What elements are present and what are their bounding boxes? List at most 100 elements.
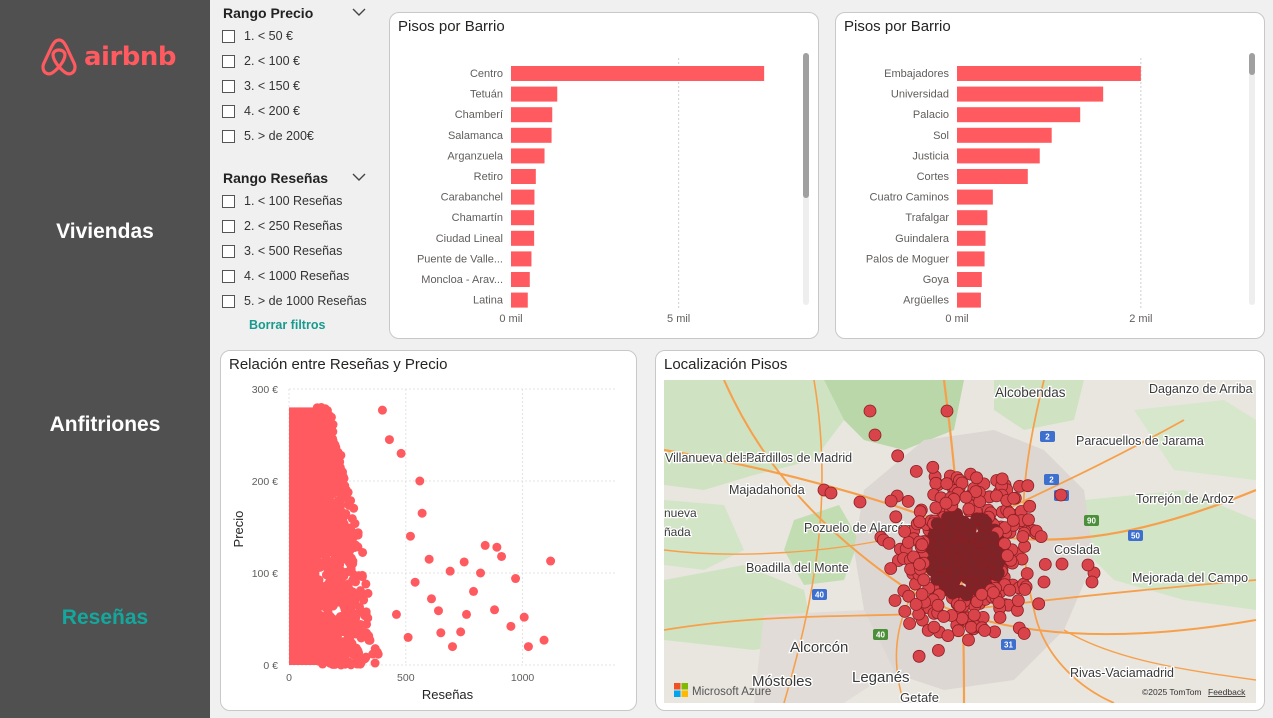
map-point[interactable] <box>941 629 955 643</box>
map-point[interactable] <box>824 486 838 500</box>
map-point[interactable] <box>1081 558 1095 572</box>
scatter-point[interactable] <box>405 531 415 541</box>
map-point[interactable] <box>951 624 965 638</box>
map-point[interactable] <box>929 476 943 490</box>
scatter-point[interactable] <box>314 498 324 508</box>
bar[interactable] <box>511 292 528 308</box>
map-point[interactable] <box>1020 567 1034 581</box>
scatter-point[interactable] <box>318 481 328 491</box>
scatter-point[interactable] <box>469 586 479 596</box>
map-point[interactable] <box>934 531 947 545</box>
scatter-point[interactable] <box>497 551 507 561</box>
map-point[interactable] <box>1007 492 1021 505</box>
bar[interactable] <box>957 272 982 287</box>
chevron-down-icon[interactable] <box>352 7 366 17</box>
scatter-point[interactable] <box>377 405 387 415</box>
scatter-point[interactable] <box>363 588 373 598</box>
map-point[interactable] <box>962 633 975 647</box>
map-point[interactable] <box>964 620 978 634</box>
map-point[interactable] <box>940 477 954 491</box>
scatter-point[interactable] <box>318 471 328 481</box>
bar[interactable] <box>511 210 535 226</box>
scatter-point[interactable] <box>350 609 360 619</box>
scatter-point[interactable] <box>334 585 344 595</box>
scatter-point[interactable] <box>519 612 529 622</box>
scrollbar[interactable] <box>1249 53 1255 305</box>
bar-chart-subbarrio[interactable]: 0 mil 2 mil Embajadores Universidad Palacio S… <box>836 13 1266 340</box>
map-point[interactable] <box>1017 627 1031 640</box>
map-point[interactable] <box>1006 513 1020 527</box>
map-point[interactable] <box>995 472 1009 486</box>
checkbox[interactable] <box>222 269 235 283</box>
map-point[interactable] <box>969 485 983 498</box>
scatter-point[interactable] <box>322 409 332 419</box>
map-point[interactable] <box>889 510 903 524</box>
bar[interactable] <box>957 230 986 246</box>
filter-option-resenas-5[interactable]: 5. > de 1000 Reseñas <box>222 293 367 309</box>
scatter-point[interactable] <box>343 657 353 667</box>
map-point[interactable] <box>1085 575 1099 589</box>
scatter-point[interactable] <box>325 496 335 506</box>
scatter-point[interactable] <box>341 648 351 658</box>
bar[interactable] <box>511 189 535 205</box>
bar[interactable] <box>957 210 988 226</box>
map-point[interactable] <box>915 538 929 552</box>
map-point[interactable] <box>909 465 923 478</box>
scatter-point[interactable] <box>523 642 533 652</box>
scatter-point[interactable] <box>358 547 368 557</box>
map-point[interactable] <box>884 562 898 575</box>
map-point[interactable] <box>1034 530 1048 544</box>
scatter-point[interactable] <box>338 526 348 536</box>
bar[interactable] <box>957 86 1104 102</box>
map-point[interactable] <box>967 608 981 622</box>
scatter-point[interactable] <box>456 627 466 637</box>
map-point[interactable] <box>955 612 969 625</box>
filter-option-precio-4[interactable]: 4. < 200 € <box>222 103 300 119</box>
map-point[interactable] <box>960 588 973 602</box>
scatter-point[interactable] <box>326 629 336 639</box>
nav-anfitriones[interactable]: Anfitriones <box>49 413 161 436</box>
scatter-point[interactable] <box>476 568 486 578</box>
map-point[interactable] <box>884 494 898 508</box>
map-point[interactable] <box>939 496 953 510</box>
scatter-point[interactable] <box>355 602 365 612</box>
scatter-point[interactable] <box>317 447 327 457</box>
scatter-point[interactable] <box>448 642 457 652</box>
map-point[interactable] <box>937 610 951 623</box>
map-point[interactable] <box>931 643 945 657</box>
filter-option-precio-5[interactable]: 5. > de 200€ <box>222 128 314 144</box>
scatter-point[interactable] <box>333 570 343 580</box>
map-point[interactable] <box>1011 594 1025 608</box>
bar[interactable] <box>511 66 765 81</box>
map-point[interactable] <box>901 535 915 549</box>
map-point[interactable] <box>1021 479 1035 493</box>
scatter-point[interactable] <box>344 579 354 589</box>
scatter-point[interactable] <box>313 620 323 630</box>
map-point[interactable] <box>868 428 882 442</box>
map-point[interactable] <box>991 566 1005 580</box>
bar[interactable] <box>511 127 552 143</box>
scatter-point[interactable] <box>426 594 436 604</box>
scatter-point[interactable] <box>312 603 322 613</box>
scatter-point[interactable] <box>324 435 334 445</box>
map-point[interactable] <box>959 490 973 504</box>
scatter-point[interactable] <box>361 652 371 662</box>
scatter-point[interactable] <box>462 609 472 619</box>
nav-viviendas[interactable]: Viviendas <box>56 220 154 243</box>
bar[interactable] <box>957 148 1040 164</box>
map-point[interactable] <box>979 565 993 579</box>
map-point[interactable] <box>903 617 917 630</box>
map-point[interactable] <box>926 460 940 474</box>
scatter-point[interactable] <box>327 591 337 601</box>
map-point[interactable] <box>986 586 1000 600</box>
bar[interactable] <box>957 66 1141 81</box>
scatter-point[interactable] <box>345 593 355 603</box>
scatter-point[interactable] <box>415 476 425 486</box>
bar[interactable] <box>957 251 985 267</box>
scatter-point[interactable] <box>331 638 341 648</box>
scatter-point[interactable] <box>353 530 363 540</box>
scrollbar[interactable] <box>803 53 809 305</box>
scatter-point[interactable] <box>339 614 349 624</box>
feedback-link[interactable]: Feedback <box>1208 687 1246 697</box>
scatter-point[interactable] <box>317 560 327 570</box>
